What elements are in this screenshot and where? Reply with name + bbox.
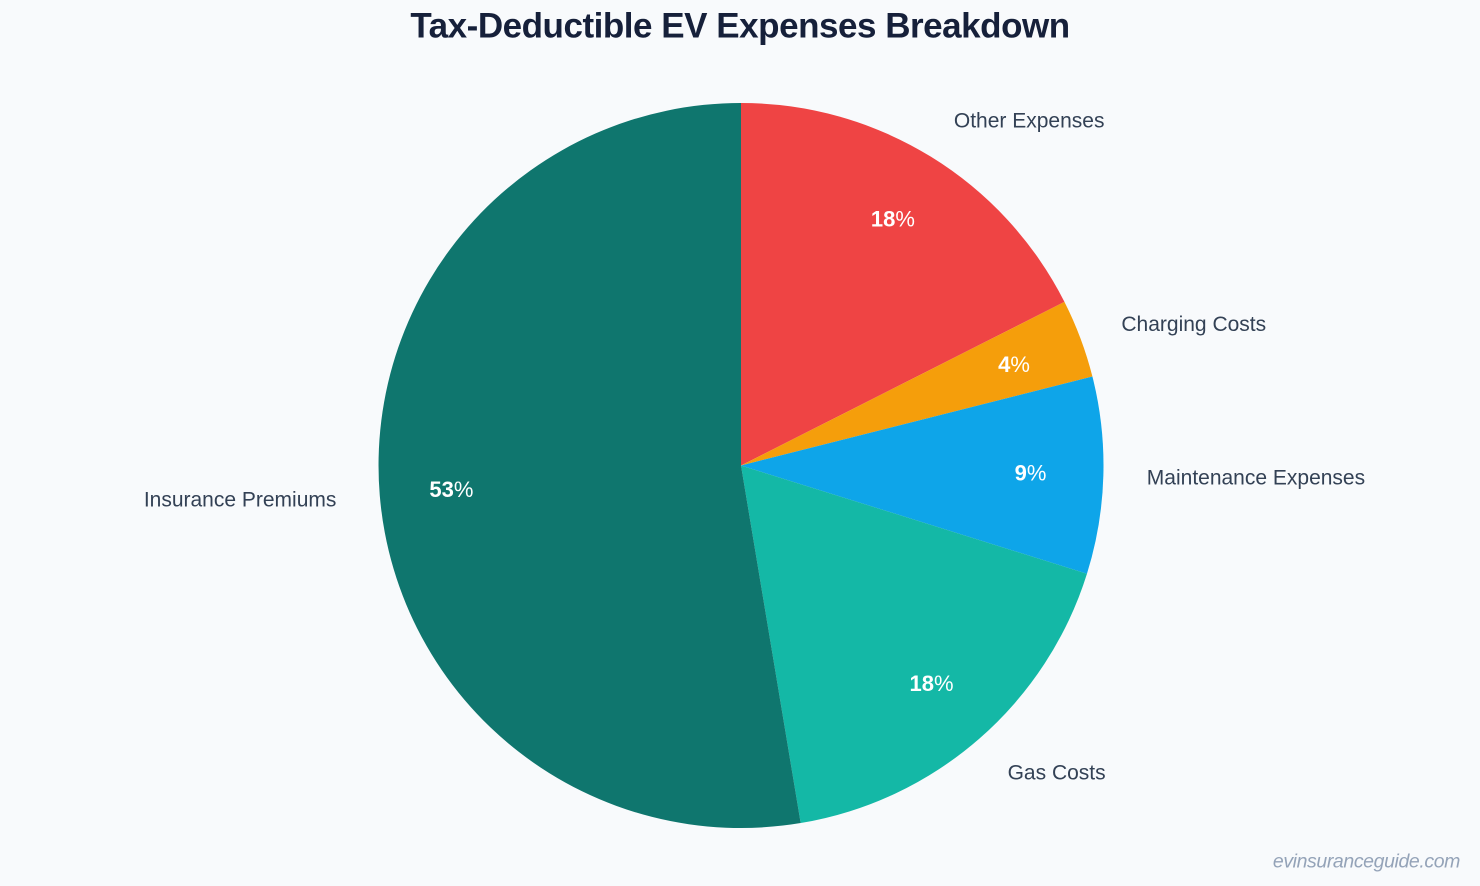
- svg-text:18%: 18%: [909, 671, 953, 696]
- svg-text:Maintenance Expenses: Maintenance Expenses: [1147, 466, 1365, 489]
- svg-text:Tax-Deductible EV Expenses Bre: Tax-Deductible EV Expenses Breakdown: [410, 7, 1069, 46]
- svg-text:4%: 4%: [998, 352, 1030, 377]
- svg-text:18%: 18%: [871, 206, 915, 231]
- svg-text:Charging Costs: Charging Costs: [1121, 313, 1266, 336]
- svg-text:Insurance Premiums: Insurance Premiums: [144, 489, 337, 512]
- svg-text:53%: 53%: [429, 477, 473, 502]
- svg-text:Other Expenses: Other Expenses: [954, 109, 1105, 132]
- svg-text:Gas Costs: Gas Costs: [1008, 761, 1106, 784]
- svg-text:9%: 9%: [1015, 461, 1047, 486]
- svg-text:evinsuranceguide.com: evinsuranceguide.com: [1273, 851, 1460, 873]
